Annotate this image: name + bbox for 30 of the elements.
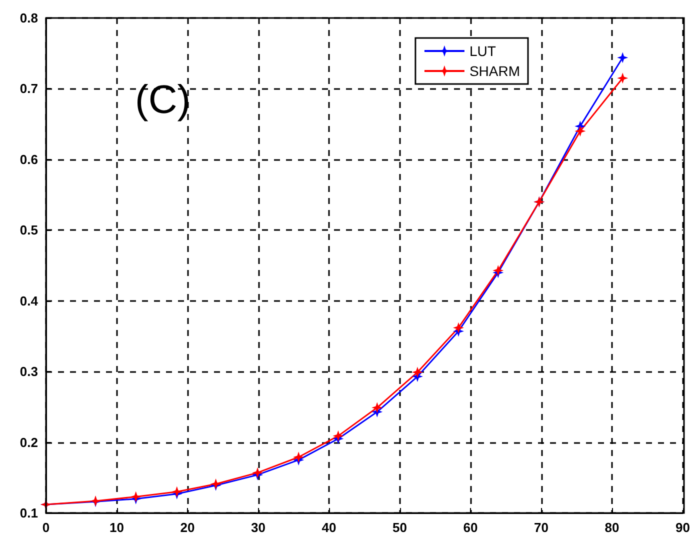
point xyxy=(617,72,628,84)
point xyxy=(452,322,464,334)
y-tick-label: 0.6 xyxy=(20,152,38,167)
x-tick-label: 80 xyxy=(604,520,620,535)
x-tick-label: 0 xyxy=(42,520,50,535)
legend-label: SHARM xyxy=(469,63,520,79)
point xyxy=(617,52,628,64)
point xyxy=(412,366,423,378)
x-tick-label: 70 xyxy=(534,520,548,535)
x-tick-label: 20 xyxy=(180,520,195,535)
y-tick-label: 0.4 xyxy=(20,293,39,308)
point xyxy=(332,430,344,442)
point xyxy=(574,126,586,137)
annotation: (C) xyxy=(135,78,191,122)
y-tick-label: 0.8 xyxy=(20,10,38,26)
y-tick-label: 0.2 xyxy=(20,434,38,450)
x-tick-label: 60 xyxy=(463,520,478,535)
y-tick-label: 0.7 xyxy=(20,81,38,96)
y-tick-label: 0.3 xyxy=(20,364,38,380)
point xyxy=(293,452,304,463)
y-tick-label: 0.5 xyxy=(20,222,38,238)
x-tick-label: 50 xyxy=(392,520,407,535)
legend-label: LUT xyxy=(469,43,496,59)
x-tick-label: 10 xyxy=(110,520,124,535)
point xyxy=(372,402,383,414)
x-tick-label: 40 xyxy=(322,520,336,535)
point xyxy=(492,264,504,276)
y-tick-label: 0.1 xyxy=(20,506,38,520)
x-tick-label: 30 xyxy=(251,520,266,535)
x-tick-label: 90 xyxy=(676,520,690,535)
